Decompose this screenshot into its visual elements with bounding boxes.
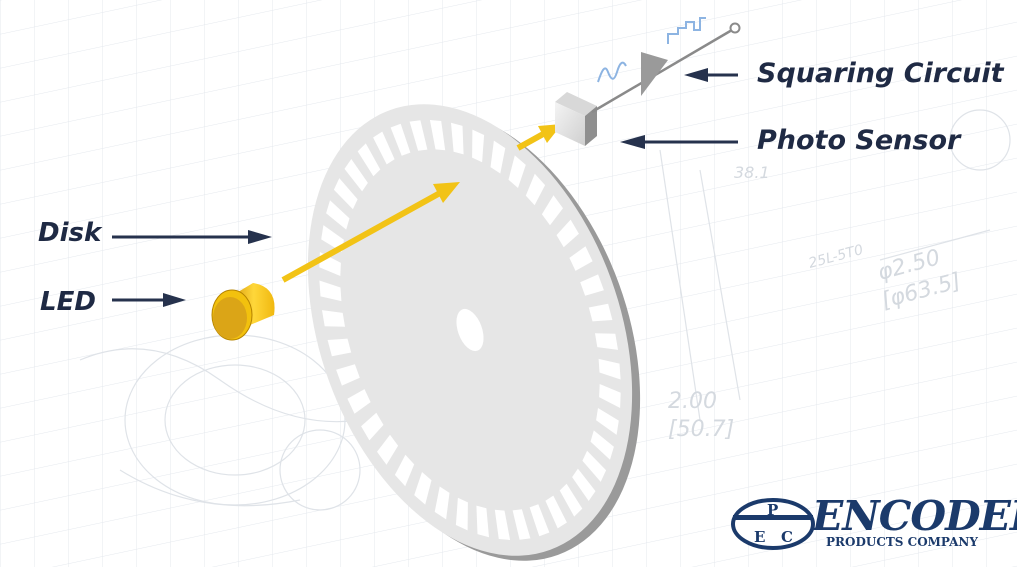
disk-slot — [333, 178, 358, 210]
led-front-shade — [213, 297, 247, 339]
dim-text-2: [50.7] — [668, 417, 734, 442]
brand-name: ENCODER — [812, 492, 1017, 540]
disk-slot — [512, 509, 531, 540]
disk-slot — [545, 495, 567, 529]
disk-slot — [455, 497, 468, 531]
disk-slot — [490, 140, 506, 174]
circuit-output-terminal — [729, 22, 741, 34]
dim-text-1: 2.00 — [668, 389, 717, 414]
sensor-top — [555, 92, 597, 116]
disk-slot — [595, 333, 618, 350]
led-pointer-arrow — [112, 293, 186, 307]
encoder-disk — [307, 104, 641, 561]
squaring-circuit-pointer-arrow — [684, 68, 738, 82]
logo-letter-e: E — [754, 528, 765, 546]
led-body — [233, 283, 275, 325]
disk-slot — [590, 430, 614, 460]
logo-letter-p: P — [767, 501, 778, 519]
beam-main — [281, 190, 442, 283]
epc-logo-emblem: E P C — [731, 498, 815, 550]
disk-slot — [322, 310, 345, 327]
squaring-circuit-component — [641, 52, 668, 96]
squaring-circuit-label: Squaring Circuit — [757, 58, 1004, 89]
disk-slot — [599, 384, 621, 408]
disk-pointer-arrow — [112, 230, 272, 244]
disk-slot — [598, 358, 621, 380]
square-wave-icon — [667, 17, 706, 44]
disk-slot — [476, 505, 489, 538]
disk-slot — [569, 246, 593, 271]
disk-slot — [434, 486, 450, 520]
disk-slot — [429, 120, 446, 151]
circuit-wire — [591, 28, 733, 114]
disk-center-hole — [456, 308, 484, 352]
disk-slot — [319, 280, 342, 302]
disk-slot — [508, 155, 526, 188]
disk-slot — [336, 364, 360, 386]
disk-slot — [361, 412, 384, 441]
disk-slot — [472, 129, 485, 163]
disk-slot — [327, 338, 352, 357]
disk-slot — [541, 195, 563, 226]
beam-main-arrowhead — [433, 182, 460, 203]
disk-slot — [347, 389, 371, 414]
squaring-circuit-triangle — [641, 52, 668, 96]
brand-subtitle: PRODUCTS COMPANY — [826, 535, 978, 549]
disk-slot — [394, 454, 415, 487]
logo-letter-c: C — [781, 528, 793, 546]
disk-slot — [596, 408, 619, 435]
disk-slot — [525, 173, 546, 206]
disk-slot — [582, 450, 607, 482]
disk-slot — [588, 303, 613, 322]
beam-sensor — [516, 130, 547, 151]
disk-slot — [414, 472, 432, 505]
disk-slot — [373, 131, 395, 165]
disk-slot — [326, 200, 350, 230]
sensor-front — [555, 102, 585, 146]
disk-label: Disk — [38, 218, 102, 248]
disk-slot — [451, 122, 464, 155]
photo-sensor-label: Photo Sensor — [757, 125, 961, 156]
sine-wave-icon — [597, 61, 627, 83]
dim-text-6: 38.1 — [734, 163, 770, 182]
disk-slot — [529, 504, 550, 537]
background-sketch — [79, 109, 1011, 511]
disk-slot — [559, 483, 583, 517]
led-label: LED — [40, 287, 96, 317]
disk-slot — [377, 434, 399, 465]
disk-slot — [580, 274, 604, 296]
pointer-arrows — [112, 68, 738, 307]
photo-sensor-pointer-arrow — [620, 135, 738, 149]
disk-slot — [390, 123, 411, 156]
disk-slot — [344, 159, 368, 192]
disk-slot — [494, 509, 511, 540]
disk-slot — [321, 225, 344, 252]
background-dimension-text: 2.00 [50.7] φ2.50 [φ63.5] 25L-5T0 38.1 — [668, 163, 963, 442]
sensor-side — [585, 106, 597, 146]
photo-sensor-component — [555, 92, 597, 146]
led-component — [211, 283, 275, 341]
disk-slot — [357, 143, 381, 177]
disk-slot — [556, 219, 579, 248]
disk-slots — [319, 120, 621, 540]
disk-slot — [409, 120, 428, 151]
disk-slot — [572, 468, 596, 501]
